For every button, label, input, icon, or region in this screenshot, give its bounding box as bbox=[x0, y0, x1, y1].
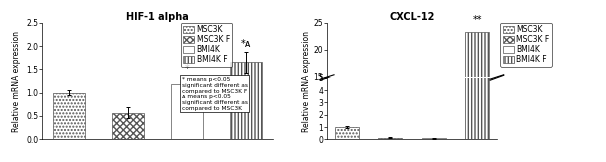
Bar bbox=[53, 93, 85, 139]
Bar bbox=[335, 153, 359, 158]
Legend: MSC3K, MSC3K F, BMI4K, BMI4K F: MSC3K, MSC3K F, BMI4K, BMI4K F bbox=[501, 23, 552, 67]
Bar bbox=[230, 62, 262, 139]
Bar bbox=[112, 113, 144, 139]
Bar bbox=[465, 32, 489, 158]
Y-axis label: Relative mRNA expression: Relative mRNA expression bbox=[12, 30, 21, 132]
Text: *ᴀ: *ᴀ bbox=[241, 39, 251, 49]
Bar bbox=[465, 0, 489, 139]
Bar bbox=[171, 84, 203, 139]
Text: *: * bbox=[185, 64, 190, 75]
Bar bbox=[335, 127, 359, 139]
Bar bbox=[422, 138, 446, 139]
Text: Relative mRNA expression: Relative mRNA expression bbox=[302, 30, 310, 132]
Text: **: ** bbox=[473, 15, 482, 25]
Title: HIF-1 alpha: HIF-1 alpha bbox=[126, 12, 189, 22]
Text: * means p<0.05
significant different as
compared to MSC3K F
ᴀ means p<0.05
signi: * means p<0.05 significant different as … bbox=[182, 77, 248, 111]
Legend: MSC3K, MSC3K F, BMI4K, BMI4K F: MSC3K, MSC3K F, BMI4K, BMI4K F bbox=[181, 23, 232, 67]
Bar bbox=[378, 138, 402, 139]
Title: CXCL-12: CXCL-12 bbox=[390, 12, 435, 22]
